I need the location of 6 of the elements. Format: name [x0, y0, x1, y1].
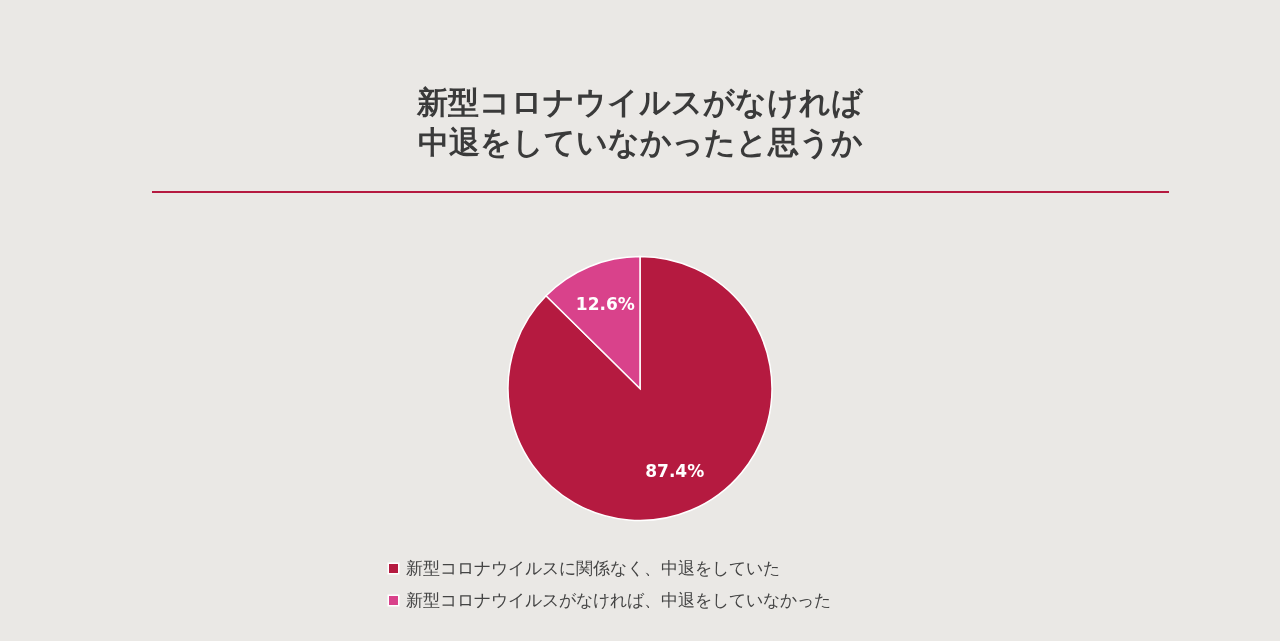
- legend-label: 新型コロナウイルスがなければ、中退をしていなかった: [406, 589, 831, 610]
- legend-label: 新型コロナウイルスに関係なく、中退をしていた: [406, 557, 780, 578]
- chart-title: 新型コロナウイルスがなければ中退をしていなかったと思うか: [416, 84, 864, 160]
- data-label: 12.6%: [575, 294, 635, 315]
- pie-slice: [507, 255, 773, 522]
- data-label: 87.4%: [645, 460, 705, 481]
